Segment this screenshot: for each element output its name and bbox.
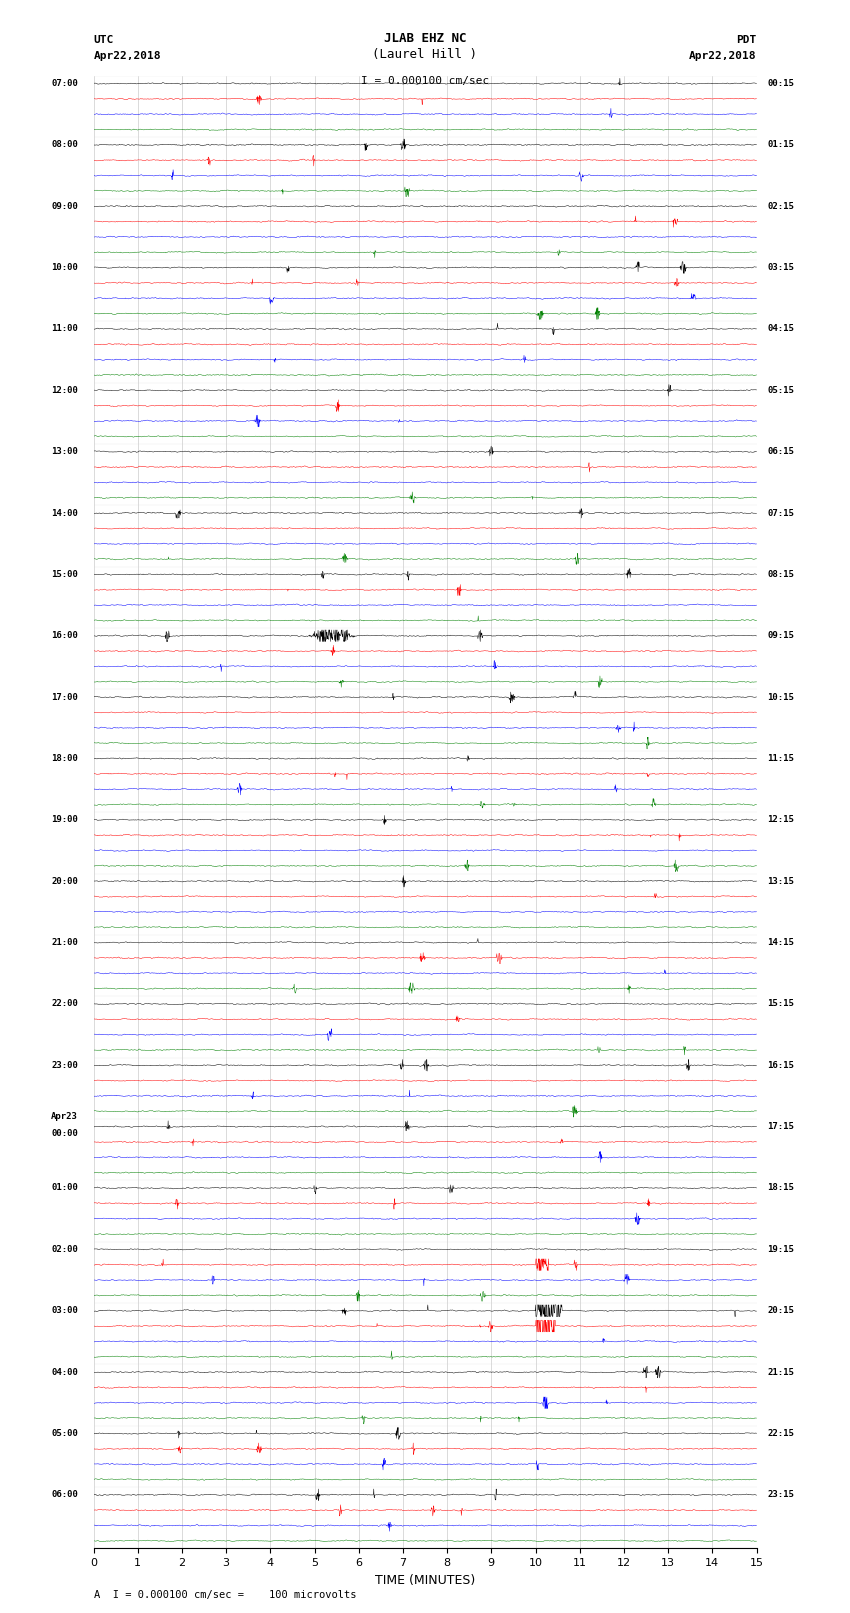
Text: UTC: UTC [94, 35, 114, 45]
Text: 20:15: 20:15 [768, 1307, 795, 1315]
Text: 16:15: 16:15 [768, 1061, 795, 1069]
Text: 14:00: 14:00 [51, 508, 78, 518]
Text: 00:15: 00:15 [768, 79, 795, 89]
Text: 00:00: 00:00 [51, 1129, 78, 1137]
Text: 06:15: 06:15 [768, 447, 795, 456]
Text: 10:00: 10:00 [51, 263, 78, 273]
Text: 08:15: 08:15 [768, 569, 795, 579]
Text: 11:15: 11:15 [768, 753, 795, 763]
Text: 02:15: 02:15 [768, 202, 795, 211]
Text: 04:15: 04:15 [768, 324, 795, 334]
Text: 09:15: 09:15 [768, 631, 795, 640]
Text: 23:15: 23:15 [768, 1490, 795, 1500]
Text: 09:00: 09:00 [51, 202, 78, 211]
Text: JLAB EHZ NC: JLAB EHZ NC [383, 32, 467, 45]
Text: 06:00: 06:00 [51, 1490, 78, 1500]
Text: I = 0.000100 cm/sec: I = 0.000100 cm/sec [361, 76, 489, 85]
Text: 21:00: 21:00 [51, 939, 78, 947]
Text: 07:00: 07:00 [51, 79, 78, 89]
Text: 22:15: 22:15 [768, 1429, 795, 1437]
Text: 13:15: 13:15 [768, 877, 795, 886]
Text: A  I = 0.000100 cm/sec =    100 microvolts: A I = 0.000100 cm/sec = 100 microvolts [94, 1590, 356, 1600]
Text: (Laurel Hill ): (Laurel Hill ) [372, 48, 478, 61]
Text: 21:15: 21:15 [768, 1368, 795, 1376]
Text: Apr22,2018: Apr22,2018 [689, 52, 756, 61]
Text: 03:15: 03:15 [768, 263, 795, 273]
Text: 12:15: 12:15 [768, 815, 795, 824]
X-axis label: TIME (MINUTES): TIME (MINUTES) [375, 1574, 475, 1587]
Text: 10:15: 10:15 [768, 692, 795, 702]
Text: 03:00: 03:00 [51, 1307, 78, 1315]
Text: 18:15: 18:15 [768, 1184, 795, 1192]
Text: 11:00: 11:00 [51, 324, 78, 334]
Text: 20:00: 20:00 [51, 877, 78, 886]
Text: 23:00: 23:00 [51, 1061, 78, 1069]
Text: 15:00: 15:00 [51, 569, 78, 579]
Text: 15:15: 15:15 [768, 1000, 795, 1008]
Text: 19:00: 19:00 [51, 815, 78, 824]
Text: 07:15: 07:15 [768, 508, 795, 518]
Text: 14:15: 14:15 [768, 939, 795, 947]
Text: 17:15: 17:15 [768, 1123, 795, 1131]
Text: 01:00: 01:00 [51, 1184, 78, 1192]
Text: 04:00: 04:00 [51, 1368, 78, 1376]
Text: 16:00: 16:00 [51, 631, 78, 640]
Text: 08:00: 08:00 [51, 140, 78, 150]
Text: Apr22,2018: Apr22,2018 [94, 52, 161, 61]
Text: 19:15: 19:15 [768, 1245, 795, 1253]
Text: 13:00: 13:00 [51, 447, 78, 456]
Text: Apr23: Apr23 [51, 1113, 78, 1121]
Text: 12:00: 12:00 [51, 386, 78, 395]
Text: 05:15: 05:15 [768, 386, 795, 395]
Text: PDT: PDT [736, 35, 756, 45]
Text: 02:00: 02:00 [51, 1245, 78, 1253]
Text: 17:00: 17:00 [51, 692, 78, 702]
Text: 18:00: 18:00 [51, 753, 78, 763]
Text: 05:00: 05:00 [51, 1429, 78, 1437]
Text: 22:00: 22:00 [51, 1000, 78, 1008]
Text: 01:15: 01:15 [768, 140, 795, 150]
